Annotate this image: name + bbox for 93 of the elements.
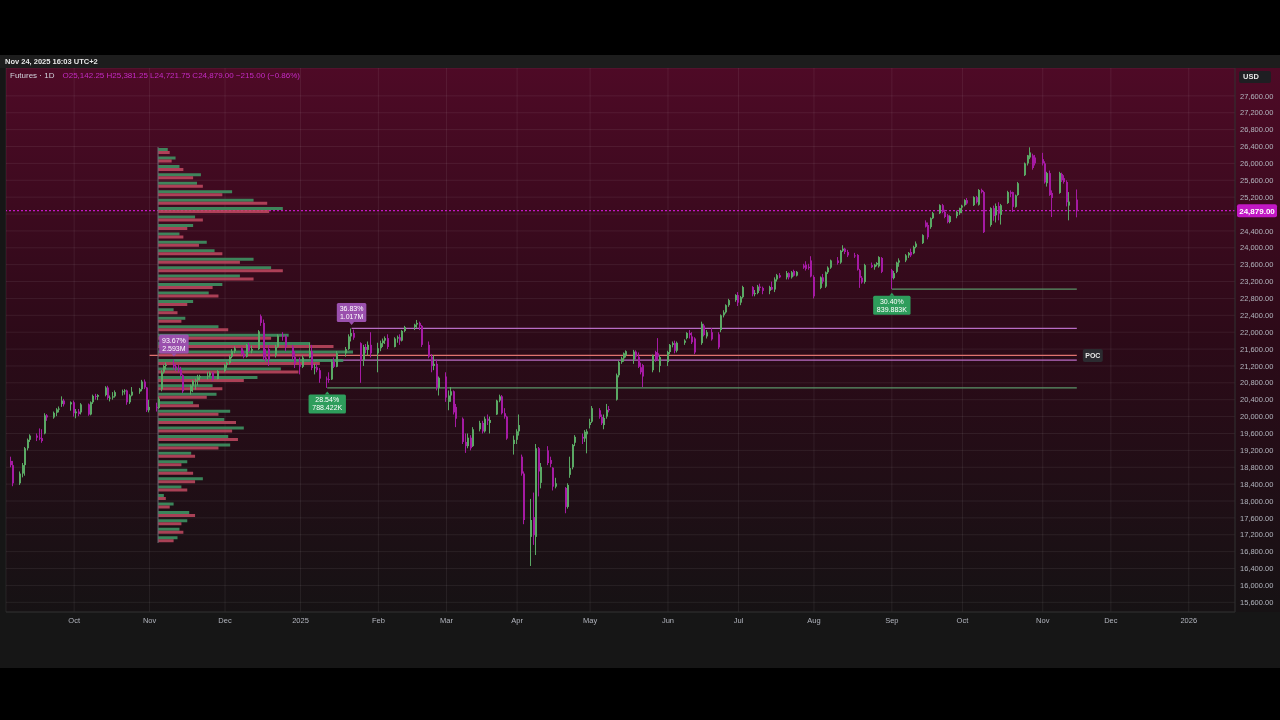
candlestick (445, 371, 447, 403)
bar (158, 527, 180, 531)
bar (158, 462, 182, 466)
bar (158, 476, 203, 480)
bar (158, 155, 176, 159)
bar (158, 209, 270, 213)
bar (158, 488, 188, 492)
candlestick (530, 498, 532, 567)
bar (158, 468, 188, 472)
bar (158, 260, 240, 264)
bar (158, 327, 229, 331)
bar (158, 226, 188, 230)
bar (158, 243, 199, 247)
bar (158, 316, 186, 320)
bar (158, 268, 283, 272)
bar (158, 510, 190, 514)
candlestick (1076, 188, 1078, 218)
bar (158, 521, 182, 525)
bar (158, 403, 199, 407)
bar (158, 290, 209, 294)
bar (158, 234, 184, 238)
bar (158, 442, 231, 446)
bar (158, 530, 184, 534)
bar (158, 240, 207, 244)
bar (158, 302, 188, 306)
bar (158, 192, 223, 196)
bar (158, 201, 268, 205)
bar (158, 366, 281, 370)
bar (158, 518, 188, 522)
bar (158, 299, 194, 303)
bar (158, 392, 217, 396)
bar (158, 285, 213, 289)
candlestick (258, 329, 260, 351)
bar (158, 369, 299, 373)
bar (158, 513, 196, 517)
bar (158, 265, 272, 269)
bar (158, 378, 244, 382)
bar (158, 535, 178, 539)
bar (158, 206, 283, 210)
bar (158, 167, 184, 171)
bar (158, 310, 178, 314)
bar (158, 434, 229, 438)
bar (158, 231, 180, 235)
bar (158, 198, 254, 202)
bar (158, 358, 344, 362)
candlestick (268, 344, 270, 367)
bar (158, 429, 233, 433)
candlestick (864, 263, 866, 285)
bar (158, 181, 198, 185)
bar (158, 454, 196, 458)
bar (158, 426, 244, 430)
bar (158, 504, 170, 508)
bar (158, 412, 219, 416)
bar (158, 248, 215, 252)
bar (158, 417, 225, 421)
bar (158, 400, 194, 404)
bar (158, 451, 192, 455)
bar (158, 274, 240, 278)
chart-subtitle: O25,142.25 H25,381.25 L24,721.75 C24,879.00 −215.00 (−0.86%) (62, 71, 300, 80)
chart-title: Futures · 1D (10, 71, 55, 80)
bar (158, 158, 172, 162)
bar (158, 409, 231, 413)
bar (158, 282, 223, 286)
bar (158, 445, 219, 449)
bar (158, 218, 203, 222)
bar (158, 420, 237, 424)
bar (158, 172, 201, 176)
bar (158, 361, 320, 365)
bar (158, 479, 196, 483)
bar (158, 293, 219, 297)
bar (158, 501, 174, 505)
bar (158, 538, 174, 542)
bar (158, 277, 254, 281)
bar (158, 257, 254, 261)
bar (158, 471, 194, 475)
bar (158, 164, 180, 168)
bar (158, 215, 196, 219)
bar (158, 459, 188, 463)
bar (158, 395, 207, 399)
bar (158, 184, 203, 188)
bar (158, 189, 233, 193)
bar (158, 175, 194, 179)
bar (158, 319, 182, 323)
candlestick (370, 331, 372, 359)
bar (158, 485, 182, 489)
bar (158, 353, 338, 357)
bar (158, 375, 258, 379)
bar (158, 307, 174, 311)
bar (158, 437, 238, 441)
bar (158, 251, 223, 255)
candlestick (360, 341, 362, 384)
bar (158, 324, 219, 328)
bar (158, 223, 194, 227)
